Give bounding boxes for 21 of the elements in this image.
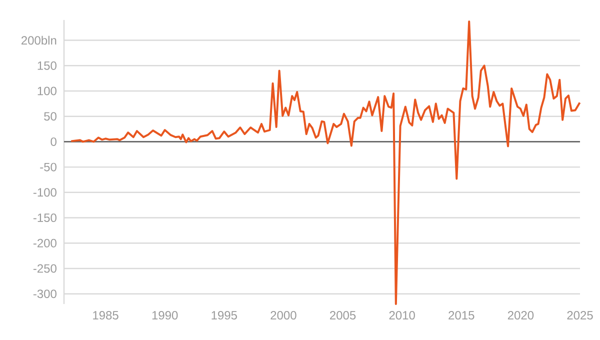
y-tick-label: -100	[33, 188, 56, 197]
x-tick-label: 2020	[508, 311, 534, 320]
y-tick-label: 50	[44, 112, 56, 121]
x-tick-label: 2010	[389, 311, 415, 320]
y-tick-label: -200	[33, 238, 56, 248]
x-tick-label: 2000	[270, 311, 296, 320]
x-tick-label: 1995	[212, 311, 237, 320]
y-tick-label: 200bln	[22, 36, 56, 45]
x-tick-label: 2005	[330, 311, 356, 320]
y-tick-label: -250	[33, 264, 56, 273]
x-tick-label: 1985	[93, 311, 118, 320]
x-tick-label: 1990	[152, 311, 178, 320]
x-tick-label: 2025	[567, 311, 593, 320]
y-tick-label: 150	[38, 61, 56, 70]
y-tick-label: -50	[40, 162, 56, 172]
y-tick-label: 0	[50, 137, 56, 146]
y-tick-label: 100	[38, 86, 56, 96]
line-series	[70, 20, 581, 305]
x-tick-label: 2015	[448, 311, 474, 320]
y-tick-label: -300	[33, 290, 56, 298]
y-tick-label: -150	[33, 214, 56, 222]
